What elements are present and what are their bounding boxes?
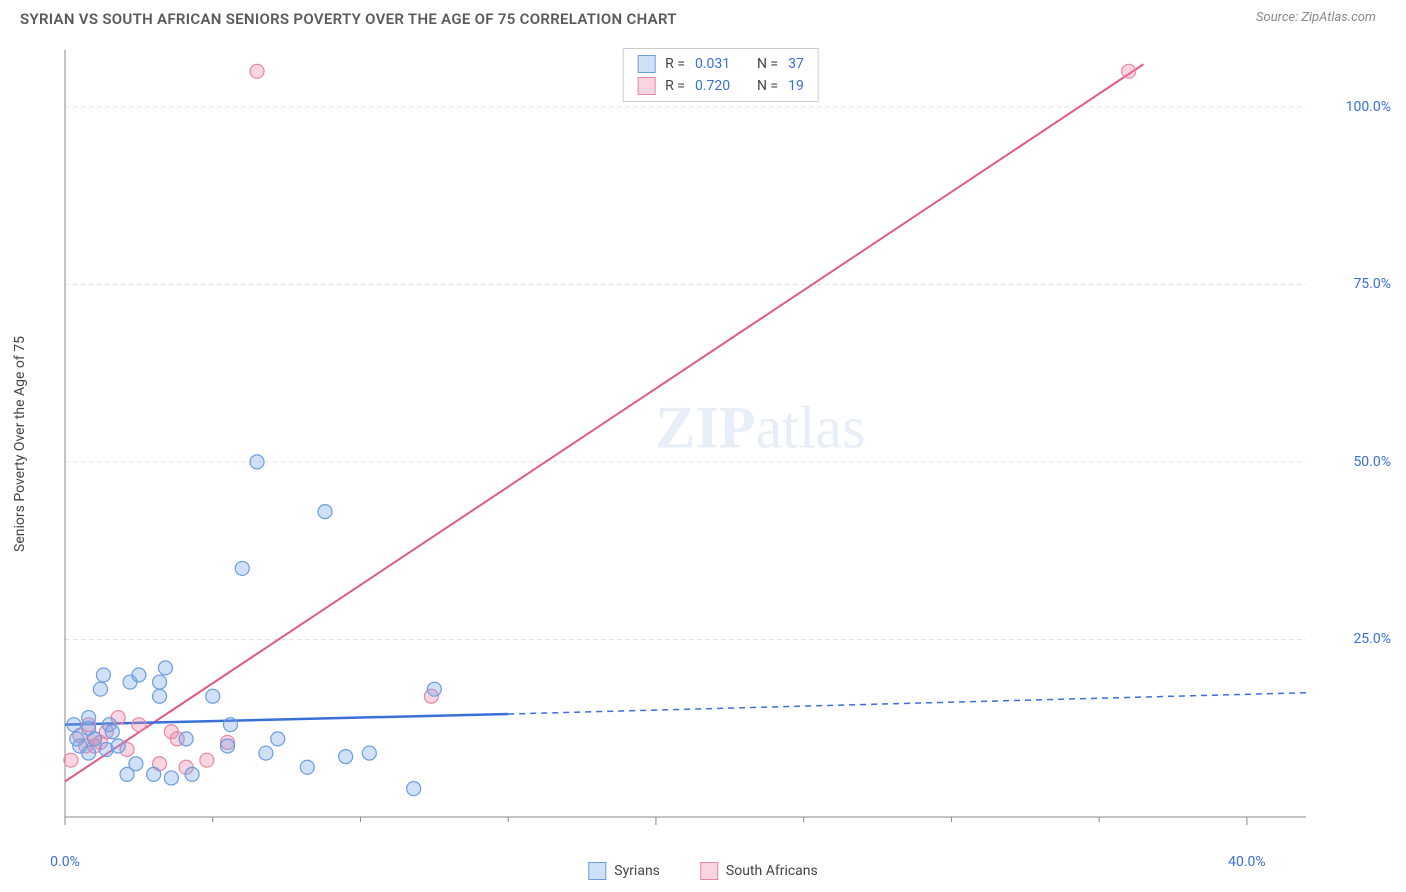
correlation-legend: R =0.031 N =37 R =0.720 N =19 [622,48,819,102]
x-tick-label: 40.0% [1228,854,1266,870]
y-axis-label: Seniors Poverty Over the Age of 75 [12,336,28,552]
chart-title: SYRIAN VS SOUTH AFRICAN SENIORS POVERTY … [20,10,677,28]
y-tick-label: 100.0% [1346,99,1391,115]
source-attribution: Source: ZipAtlas.com [1256,10,1386,25]
y-tick-label: 50.0% [1353,454,1391,470]
scatter-plot [55,45,1386,842]
legend-row: R =0.720 N =19 [623,75,818,97]
x-tick-label: 0.0% [50,854,80,870]
series-legend: Syrians South Africans [588,862,818,880]
chart-area: Seniors Poverty Over the Age of 75 ZIPat… [55,45,1386,842]
legend-item: South Africans [700,862,818,880]
legend-item: Syrians [588,862,660,880]
y-tick-label: 75.0% [1353,276,1391,292]
legend-row: R =0.031 N =37 [623,53,818,75]
y-tick-label: 25.0% [1353,631,1391,647]
